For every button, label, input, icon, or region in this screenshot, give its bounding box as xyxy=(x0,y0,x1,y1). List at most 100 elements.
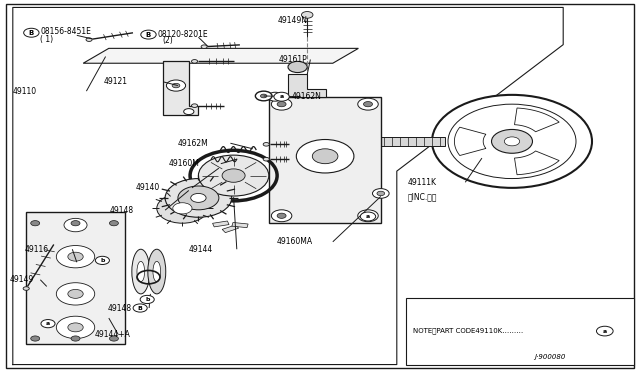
Polygon shape xyxy=(212,221,229,227)
Text: (2): (2) xyxy=(162,36,173,45)
Circle shape xyxy=(201,45,207,48)
Text: 49121: 49121 xyxy=(104,77,128,86)
Text: 49144+A: 49144+A xyxy=(95,330,131,339)
Circle shape xyxy=(364,102,372,107)
Circle shape xyxy=(312,149,338,164)
Circle shape xyxy=(255,91,272,101)
Polygon shape xyxy=(515,151,559,175)
Polygon shape xyxy=(515,108,559,132)
Text: a: a xyxy=(366,214,370,219)
Circle shape xyxy=(377,191,385,196)
Text: ( 1): ( 1) xyxy=(40,35,54,44)
Circle shape xyxy=(268,92,283,101)
Circle shape xyxy=(56,316,95,339)
Circle shape xyxy=(260,94,267,98)
Circle shape xyxy=(109,336,118,341)
Circle shape xyxy=(157,193,208,223)
Circle shape xyxy=(271,210,292,222)
Ellipse shape xyxy=(148,249,166,294)
Circle shape xyxy=(31,221,40,226)
Circle shape xyxy=(432,95,592,188)
Circle shape xyxy=(222,169,245,182)
Text: 49148: 49148 xyxy=(108,304,132,312)
Text: 49162M: 49162M xyxy=(178,139,209,148)
Circle shape xyxy=(448,104,576,179)
Text: a: a xyxy=(603,328,607,334)
Circle shape xyxy=(301,12,313,18)
Text: 49116: 49116 xyxy=(24,245,49,254)
Circle shape xyxy=(68,252,83,261)
Circle shape xyxy=(364,213,372,218)
Circle shape xyxy=(68,289,83,298)
Circle shape xyxy=(56,246,95,268)
Text: b: b xyxy=(100,258,104,263)
Polygon shape xyxy=(163,61,198,115)
Polygon shape xyxy=(269,97,381,223)
Circle shape xyxy=(191,60,198,63)
Text: 08156-8451E: 08156-8451E xyxy=(40,28,91,36)
Text: b: b xyxy=(145,297,149,302)
Circle shape xyxy=(178,186,219,210)
Circle shape xyxy=(504,137,520,146)
Circle shape xyxy=(173,203,192,214)
Circle shape xyxy=(64,218,87,232)
Circle shape xyxy=(372,189,389,198)
Polygon shape xyxy=(288,74,326,97)
Circle shape xyxy=(358,210,378,222)
Circle shape xyxy=(71,336,80,341)
Text: NOTE、PART CODE49110K………: NOTE、PART CODE49110K……… xyxy=(413,328,523,334)
Text: B: B xyxy=(138,305,143,311)
Ellipse shape xyxy=(153,261,161,282)
Circle shape xyxy=(41,320,55,328)
Circle shape xyxy=(31,336,40,341)
Text: 49111K: 49111K xyxy=(408,178,436,187)
Circle shape xyxy=(24,28,39,37)
Circle shape xyxy=(71,221,80,226)
Circle shape xyxy=(133,304,147,312)
Polygon shape xyxy=(232,222,248,228)
Circle shape xyxy=(172,83,180,88)
Text: 49149: 49149 xyxy=(10,275,34,284)
Bar xyxy=(381,137,445,146)
Text: 49149N: 49149N xyxy=(278,16,308,25)
Text: 49148: 49148 xyxy=(110,206,134,215)
Circle shape xyxy=(358,98,378,110)
Circle shape xyxy=(141,30,156,39)
Text: 49144: 49144 xyxy=(189,245,213,254)
Circle shape xyxy=(68,323,83,332)
Circle shape xyxy=(109,221,118,226)
Circle shape xyxy=(277,213,286,218)
Circle shape xyxy=(596,326,613,336)
Circle shape xyxy=(165,179,232,217)
Bar xyxy=(406,298,634,365)
Text: J·900080: J·900080 xyxy=(534,354,566,360)
Circle shape xyxy=(271,98,292,110)
Text: 49161P: 49161P xyxy=(279,55,308,64)
Polygon shape xyxy=(26,212,125,344)
Text: 08120-8201E: 08120-8201E xyxy=(157,30,208,39)
Text: 49160MA: 49160MA xyxy=(276,237,312,246)
Text: 49160M: 49160M xyxy=(168,159,199,168)
Circle shape xyxy=(263,157,269,161)
Circle shape xyxy=(191,193,206,202)
Circle shape xyxy=(56,283,95,305)
Text: B: B xyxy=(29,30,34,36)
Ellipse shape xyxy=(137,261,145,282)
Text: 49140: 49140 xyxy=(136,183,160,192)
Circle shape xyxy=(360,212,376,221)
Circle shape xyxy=(198,155,269,196)
Text: 49110: 49110 xyxy=(13,87,37,96)
Text: a: a xyxy=(46,321,50,326)
Circle shape xyxy=(296,140,354,173)
Circle shape xyxy=(184,109,194,115)
Circle shape xyxy=(263,142,269,146)
Polygon shape xyxy=(83,48,358,63)
Text: a: a xyxy=(280,94,284,99)
Circle shape xyxy=(86,38,92,41)
Ellipse shape xyxy=(132,249,150,294)
Circle shape xyxy=(95,256,109,264)
Polygon shape xyxy=(454,127,486,155)
Circle shape xyxy=(23,287,29,290)
Text: B: B xyxy=(146,32,151,38)
Circle shape xyxy=(191,104,198,108)
